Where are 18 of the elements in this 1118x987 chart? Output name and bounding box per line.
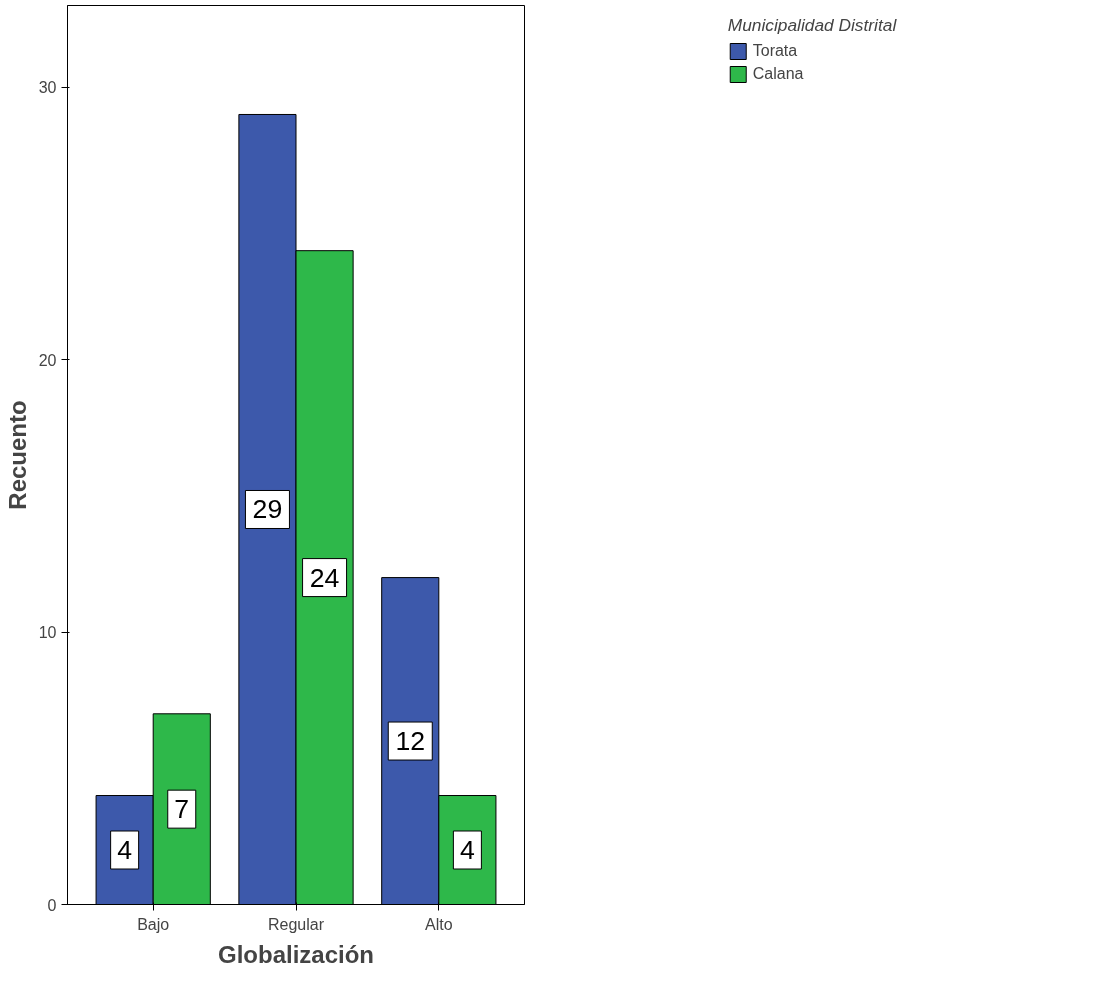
y-tick-label: 10 xyxy=(38,624,57,642)
legend-label: Calana xyxy=(752,65,804,83)
y-tick-label: 30 xyxy=(38,79,57,97)
legend-label: Torata xyxy=(752,42,798,60)
x-tick-label: Regular xyxy=(267,915,325,933)
data-label: 7 xyxy=(174,794,190,825)
data-label: 4 xyxy=(117,835,133,866)
x-tick-label: Alto xyxy=(425,915,453,933)
data-label: 24 xyxy=(309,562,340,593)
y-tick-label: 0 xyxy=(47,896,57,914)
x-axis-title: Globalización xyxy=(217,940,375,968)
data-label: 29 xyxy=(252,494,283,525)
x-tick-label: Bajo xyxy=(137,915,170,933)
data-label: 4 xyxy=(459,835,475,866)
data-label: 12 xyxy=(395,726,426,757)
legend-title: Municipalidad Distrital xyxy=(727,15,897,36)
y-tick-label: 20 xyxy=(38,351,57,369)
y-axis-title: Recuento xyxy=(3,400,31,510)
